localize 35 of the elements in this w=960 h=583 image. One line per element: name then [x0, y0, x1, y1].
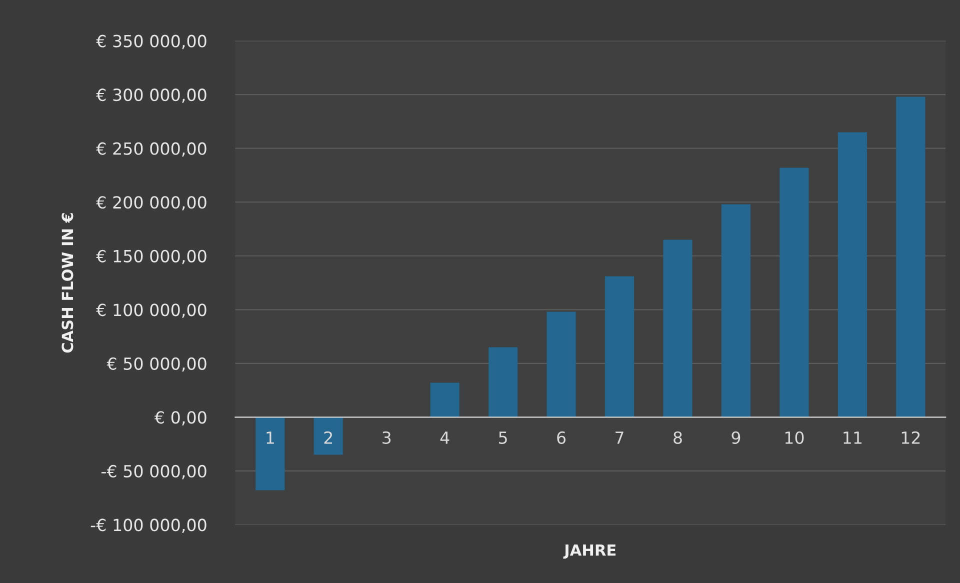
y-axis-title: CASH FLOW IN € — [62, 213, 74, 353]
bar — [430, 382, 460, 418]
x-tick-label: 1 — [266, 432, 274, 444]
y-tick-label: € 100 000,00 — [96, 304, 206, 318]
bar — [314, 417, 343, 455]
y-tick-label: € 200 000,00 — [96, 196, 206, 210]
x-tick-label: 5 — [499, 432, 507, 444]
x-tick-label: 8 — [674, 431, 682, 444]
x-tick-label: 11 — [844, 432, 862, 444]
x-tick-label: 7 — [616, 432, 624, 444]
x-tick-label: 12 — [902, 431, 920, 444]
y-tick-label: -€ 100 000,00 — [90, 518, 206, 533]
y-tick-label: € 50 000,00 — [106, 357, 206, 372]
y-tick-label: -€ 50 000,00 — [102, 464, 206, 480]
bar — [663, 240, 692, 418]
bar — [546, 312, 576, 418]
bar — [896, 96, 926, 418]
x-tick-label: 3 — [382, 431, 391, 444]
x-tick-label: 6 — [557, 431, 566, 444]
x-tick-label: 10 — [785, 431, 804, 444]
y-tick-label: € 300 000,00 — [96, 88, 206, 103]
y-tick-label: € 250 000,00 — [96, 142, 206, 157]
bar — [838, 132, 867, 418]
y-tick-label: € 0,00 — [154, 411, 206, 426]
x-tick-label: 2 — [324, 431, 332, 444]
bar — [488, 347, 518, 418]
bar — [780, 168, 809, 418]
x-tick-label: 4 — [440, 432, 450, 444]
x-tick-label: 9 — [732, 431, 740, 444]
bar — [256, 417, 285, 490]
x-axis-title: JAHRE — [563, 544, 616, 559]
bar — [721, 204, 751, 418]
bar — [604, 276, 634, 418]
y-tick-label: € 350 000,00 — [96, 34, 206, 50]
y-tick-label: € 150 000,00 — [96, 250, 206, 264]
